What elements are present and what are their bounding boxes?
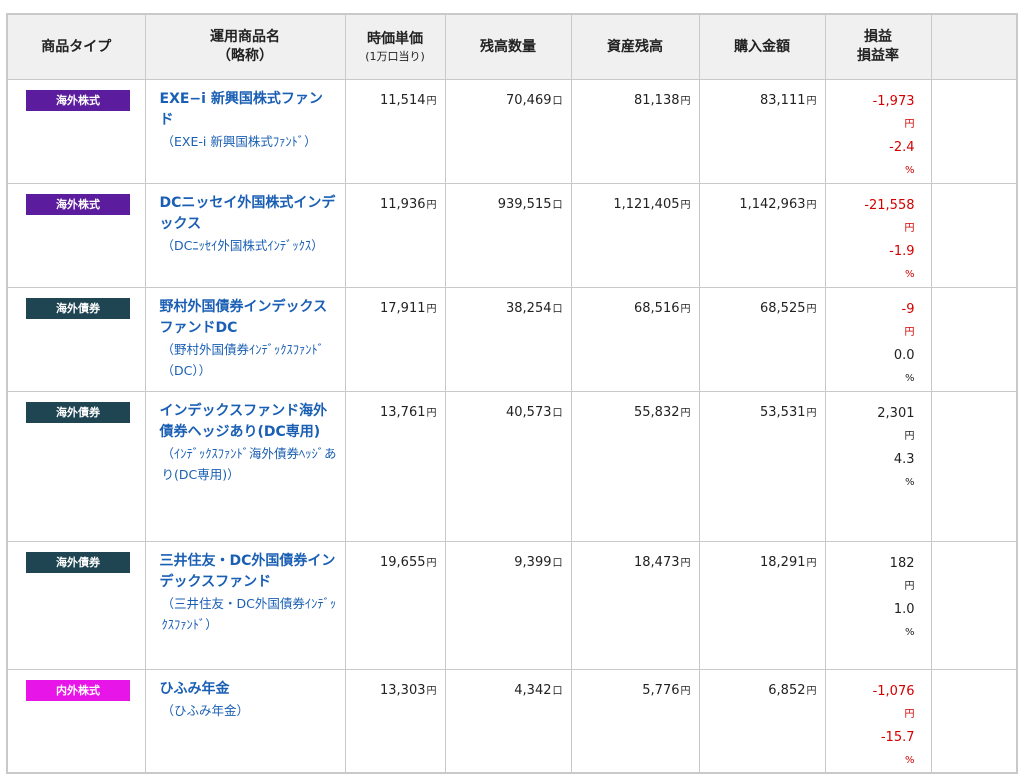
pl-rate: -2.4% [889,140,915,176]
product-type-badge: 海外債券 [26,402,130,423]
unit-price-cell: 13,761円 [344,391,446,542]
unit-price-cell: 17,911円 [344,287,446,392]
product-type-badge: 海外債券 [26,552,130,573]
table-header-row: 商品タイプ 運用商品名 （略称） 時価単価 (1万口当り) 残高数量 資産残高 購入… [6,13,1018,80]
fund-name-link[interactable]: 三井住友・DC外国債券インデックスファンド [159,553,336,590]
header-quantity: 残高数量 [444,13,572,80]
asset-cell: 68,516円 [570,287,700,392]
blank-cell [930,391,1018,542]
blank-cell [930,541,1018,670]
pl-amount: 2,301 円 [877,406,915,442]
type-cell: 海外株式 [6,79,146,184]
type-cell: 海外債券 [6,287,146,392]
type-cell: 海外債券 [6,541,146,670]
pl-rate: 0.0% [893,348,915,384]
holdings-panel: 商品タイプ 運用商品名 （略称） 時価単価 (1万口当り) 残高数量 資産残高 購入… [6,13,1018,774]
unit-price-cell: 13,303円 [344,669,446,774]
asset-cell: 55,832円 [570,391,700,542]
pl-rate: 1.0% [893,602,915,638]
table-row: 海外債券 野村外国債券インデックスファンドDC （野村外国債券ｲﾝﾃﾞｯｸｽﾌｧﾝﾄ… [6,287,1018,392]
asset-cell: 18,473円 [570,541,700,670]
pl-cell: -21,558 円 -1.9% [824,183,932,288]
table-row: 海外株式 EXE−i 新興国株式ファンド （EXE-i 新興国株式ﾌｧﾝﾄﾞ） 11,… [6,79,1018,184]
purchase-cell: 83,111円 [698,79,826,184]
fund-name-link[interactable]: 野村外国債券インデックスファンドDC [159,299,328,336]
pl-cell: 182 円 1.0% [824,541,932,670]
fund-name-link[interactable]: ひふみ年金 [159,681,230,697]
purchase-cell: 18,291円 [698,541,826,670]
purchase-cell: 1,142,963円 [698,183,826,288]
fund-short-name-link[interactable]: （三井住友・DC外国債券ｲﾝﾃﾞｯｸｽﾌｧﾝﾄﾞ） [161,596,337,632]
fund-name-link[interactable]: インデックスファンド海外債券ヘッジあり(DC専用) [159,403,328,440]
blank-cell [930,669,1018,774]
quantity-cell: 4,342口 [444,669,572,774]
pl-rate: 4.3% [893,452,915,488]
header-purchase: 購入金額 [698,13,826,80]
holdings-table: 商品タイプ 運用商品名 （略称） 時価単価 (1万口当り) 残高数量 資産残高 購入… [6,13,1018,774]
asset-cell: 5,776円 [570,669,700,774]
quantity-cell: 38,254口 [444,287,572,392]
fund-short-name-link[interactable]: （野村外国債券ｲﾝﾃﾞｯｸｽﾌｧﾝﾄﾞ（DC）） [161,342,325,378]
quantity-cell: 70,469口 [444,79,572,184]
fund-short-name-link[interactable]: （DCﾆｯｾｲ外国株式ｲﾝﾃﾞｯｸｽ） [161,238,324,253]
name-cell: ひふみ年金 （ひふみ年金） [144,669,346,774]
quantity-cell: 40,573口 [444,391,572,542]
pl-amount: -21,558 円 [864,198,915,234]
blank-cell [930,79,1018,184]
name-cell: EXE−i 新興国株式ファンド （EXE-i 新興国株式ﾌｧﾝﾄﾞ） [144,79,346,184]
pl-amount: -1,076 円 [872,684,915,720]
pl-amount: -9 円 [901,302,915,338]
header-name: 運用商品名 （略称） [144,13,346,80]
type-cell: 内外株式 [6,669,146,774]
pl-rate: -1.9% [889,244,915,280]
purchase-cell: 6,852円 [698,669,826,774]
header-type: 商品タイプ [6,13,146,80]
asset-cell: 1,121,405円 [570,183,700,288]
header-unit-price: 時価単価 (1万口当り) [344,13,446,80]
table-row: 海外株式 DCニッセイ外国株式インデックス （DCﾆｯｾｲ外国株式ｲﾝﾃﾞｯｸｽ） 1… [6,183,1018,288]
unit-price-cell: 19,655円 [344,541,446,670]
fund-name-link[interactable]: DCニッセイ外国株式インデックス [159,195,336,232]
pl-cell: -1,076 円 -15.7% [824,669,932,774]
fund-short-name-link[interactable]: （ひふみ年金） [161,703,250,718]
table-row: 内外株式 ひふみ年金 （ひふみ年金） 13,303円 4,342口 5,776円 6,852… [6,669,1018,774]
type-cell: 海外株式 [6,183,146,288]
table-row: 海外債券 インデックスファンド海外債券ヘッジあり(DC専用) （ｲﾝﾃﾞｯｸｽﾌｧﾝ… [6,391,1018,542]
name-cell: 野村外国債券インデックスファンドDC （野村外国債券ｲﾝﾃﾞｯｸｽﾌｧﾝﾄﾞ（DC… [144,287,346,392]
purchase-cell: 53,531円 [698,391,826,542]
blank-cell [930,287,1018,392]
pl-cell: -9 円 0.0% [824,287,932,392]
product-type-badge: 内外株式 [26,680,130,701]
unit-price-cell: 11,936円 [344,183,446,288]
pl-cell: -1,973 円 -2.4% [824,79,932,184]
product-type-badge: 海外債券 [26,298,130,319]
table-row: 海外債券 三井住友・DC外国債券インデックスファンド （三井住友・DC外国債券ｲﾝﾃ… [6,541,1018,670]
quantity-cell: 939,515口 [444,183,572,288]
asset-cell: 81,138円 [570,79,700,184]
header-asset: 資産残高 [570,13,700,80]
fund-name-link[interactable]: EXE−i 新興国株式ファンド [159,91,323,128]
blank-cell [930,183,1018,288]
product-type-badge: 海外株式 [26,90,130,111]
header-pl: 損益 損益率 [824,13,932,80]
header-blank [930,13,1018,80]
pl-rate: -15.7% [880,730,915,766]
pl-amount: 182 円 [889,556,915,592]
quantity-cell: 9,399口 [444,541,572,670]
fund-short-name-link[interactable]: （ｲﾝﾃﾞｯｸｽﾌｧﾝﾄﾞ海外債券ﾍｯｼﾞあり(DC専用)） [161,446,337,482]
fund-short-name-link[interactable]: （EXE-i 新興国株式ﾌｧﾝﾄﾞ） [161,134,317,149]
purchase-cell: 68,525円 [698,287,826,392]
name-cell: インデックスファンド海外債券ヘッジあり(DC専用) （ｲﾝﾃﾞｯｸｽﾌｧﾝﾄﾞ海外… [144,391,346,542]
name-cell: DCニッセイ外国株式インデックス （DCﾆｯｾｲ外国株式ｲﾝﾃﾞｯｸｽ） [144,183,346,288]
type-cell: 海外債券 [6,391,146,542]
unit-price-cell: 11,514円 [344,79,446,184]
product-type-badge: 海外株式 [26,194,130,215]
name-cell: 三井住友・DC外国債券インデックスファンド （三井住友・DC外国債券ｲﾝﾃﾞｯｸｽ… [144,541,346,670]
pl-cell: 2,301 円 4.3% [824,391,932,542]
pl-amount: -1,973 円 [872,94,915,130]
